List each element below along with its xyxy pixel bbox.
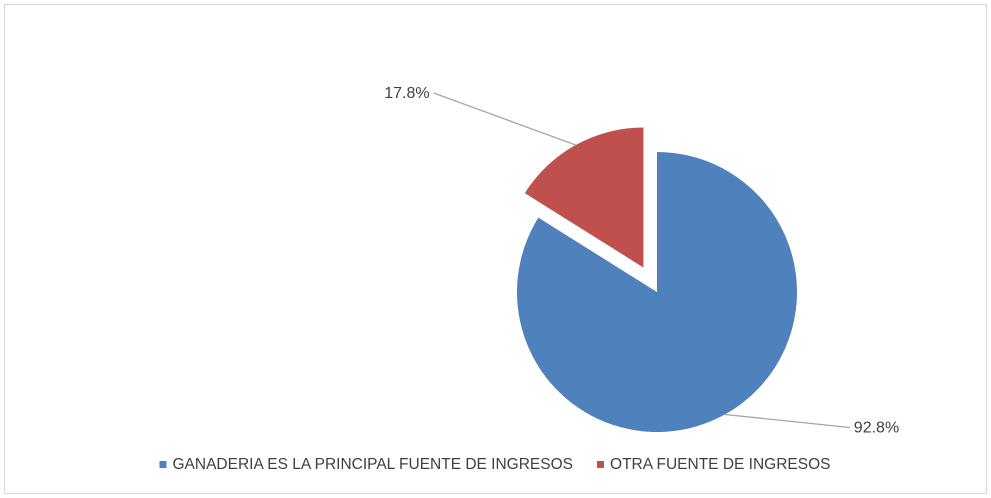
legend-marker-ganaderia-es-la-principal-fuente-de-ingresos <box>159 461 167 468</box>
data-label-ganaderia-es-la-principal-fuente-de-ingresos: 92.8% <box>854 419 899 436</box>
leader-line-otra-fuente-de-ingresos <box>433 92 576 146</box>
leader-line-ganaderia-es-la-principal-fuente-de-ingresos <box>724 413 850 429</box>
leader-lines <box>433 92 850 429</box>
legend-item-otra-fuente-de-ingresos: OTRA FUENTE DE INGRESOS <box>597 456 831 473</box>
legend: GANADERIA ES LA PRINCIPAL FUENTE DE INGR… <box>159 456 831 473</box>
legend-marker-otra-fuente-de-ingresos <box>597 461 605 468</box>
legend-label-ganaderia-es-la-principal-fuente-de-ingresos: GANADERIA ES LA PRINCIPAL FUENTE DE INGR… <box>172 456 573 473</box>
pie-slice-otra-fuente-de-ingresos <box>524 127 644 268</box>
pie-slice-ganaderia-es-la-principal-fuente-de-ingresos <box>517 152 797 433</box>
data-labels: 92.8% 17.8% <box>384 85 899 436</box>
pie-slices <box>517 127 797 433</box>
data-label-otra-fuente-de-ingresos: 17.8% <box>384 85 429 102</box>
legend-label-otra-fuente-de-ingresos: OTRA FUENTE DE INGRESOS <box>610 456 830 473</box>
legend-item-ganaderia-es-la-principal-fuente-de-ingresos: GANADERIA ES LA PRINCIPAL FUENTE DE INGR… <box>159 456 573 473</box>
chart-area <box>4 4 987 494</box>
